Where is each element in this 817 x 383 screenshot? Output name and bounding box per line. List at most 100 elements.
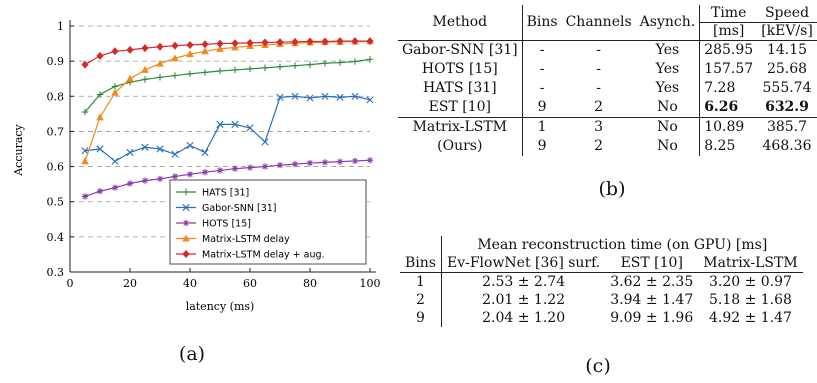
cell-speed: 25.68 — [766, 61, 808, 77]
series-gabor-snn-31- — [81, 92, 374, 165]
cell-bins: - — [521, 60, 562, 79]
header-bins: Bins — [521, 5, 562, 41]
cell-bins: 9 — [521, 98, 562, 118]
cell-async: No — [635, 117, 700, 137]
chart-legend: HATS [31] Gabor-SNN [31] HOTS [15] Matrix-L… — [169, 179, 367, 265]
legend-item: Gabor-SNN [31] — [176, 203, 277, 214]
table-row: Gabor-SNN [31] - - Yes 285.95 14.15 — [398, 40, 817, 60]
cell-async: No — [657, 99, 678, 115]
data-point — [291, 62, 299, 69]
data-point — [336, 37, 344, 46]
data-point — [321, 159, 329, 166]
data-point — [336, 93, 344, 101]
data-point — [111, 184, 119, 191]
series-matrix-lstm-delay-aug- — [81, 37, 374, 69]
data-point — [201, 148, 209, 157]
series-hats-31- — [81, 56, 374, 116]
data-point — [111, 47, 119, 56]
data-point — [96, 51, 104, 60]
data-point — [231, 66, 239, 74]
cell-bins: 1 — [521, 117, 562, 137]
table-header-row: Mean reconstruction time (on GPU) [ms] — [400, 236, 803, 254]
data-point — [216, 67, 224, 75]
data-point — [126, 45, 134, 54]
data-point — [276, 63, 284, 70]
data-point — [182, 188, 190, 196]
data-point — [96, 91, 104, 98]
accuracy-latency-chart: 0.3 0.4 0.5 0.6 0.7 0.8 0.9 1 0 20 40 60 80 100 HATS … — [12, 20, 381, 313]
series-line — [84, 95, 371, 163]
data-point — [351, 157, 359, 165]
data-point — [351, 92, 359, 100]
table-row: HOTS [15] - - Yes 157.57 25.68 — [398, 60, 817, 79]
cell-method: EST [10] — [428, 99, 491, 115]
legend-label: Matrix-LSTM delay + aug. — [202, 250, 325, 261]
legend-item: HOTS [15] — [176, 219, 251, 230]
cell-speed: 14.15 — [766, 42, 808, 58]
data-point — [216, 39, 224, 48]
header-method: Method — [432, 14, 488, 30]
y-tick-label: 0.8 — [47, 90, 65, 103]
data-point — [216, 44, 224, 52]
cell-method: Matrix-LSTM — [398, 117, 523, 137]
cell-matrix-lstm: 4.92 ± 1.47 — [708, 310, 792, 326]
cell-time: 285.95 — [699, 40, 758, 60]
cell-channels: - — [596, 80, 601, 96]
header-speed-unit: [kEV/s] — [761, 23, 813, 39]
cell-async: Yes — [655, 42, 680, 58]
series-matrix-lstm-delay — [81, 37, 374, 165]
data-point — [306, 37, 314, 46]
cell-matrix-lstm: 5.18 ± 1.68 — [708, 292, 792, 308]
data-point — [321, 92, 329, 100]
data-point — [366, 37, 374, 46]
table-row: EST [10] 9 2 No 6.26 632.9 — [398, 98, 817, 118]
data-point — [171, 72, 179, 79]
data-point — [96, 187, 104, 195]
data-point — [276, 38, 284, 47]
data-point — [182, 250, 190, 258]
data-point — [261, 163, 269, 170]
cell-est: 9.09 ± 1.96 — [610, 310, 694, 326]
header-evflownet: Ev-FlowNet [36] surf. — [440, 254, 606, 273]
legend-label: HATS [31] — [202, 188, 249, 199]
chart-grid — [70, 25, 370, 238]
cell-bins: 2 — [416, 292, 425, 308]
table-row: 9 2.04 ± 1.20 9.09 ± 1.96 4.92 ± 1.47 — [400, 309, 803, 327]
table-row: 2 2.01 ± 1.22 3.94 ± 1.47 5.18 ± 1.68 — [400, 291, 803, 309]
table-row: HATS [31] - - Yes 7.28 555.74 — [398, 79, 817, 98]
table-header-row: Method Bins Channels Asynch. Time Speed — [398, 5, 817, 41]
legend-item: Matrix-LSTM delay — [176, 234, 290, 245]
x-tick-label: 100 — [360, 277, 381, 290]
data-point — [276, 161, 284, 169]
data-point — [261, 64, 269, 72]
y-tick-label: 0.7 — [47, 125, 65, 138]
data-point — [246, 124, 254, 132]
cell-est: 3.62 ± 2.35 — [610, 274, 694, 290]
header-est: EST [10] — [620, 255, 683, 271]
cell-method: (Ours) — [437, 138, 483, 154]
legend-item: Matrix-LSTM delay + aug. — [176, 250, 325, 261]
data-point — [141, 177, 149, 184]
data-point — [321, 37, 329, 46]
cell-bins: - — [521, 40, 562, 60]
y-tick-label: 0.5 — [47, 196, 65, 209]
y-tick-label: 0.6 — [47, 161, 65, 174]
cell-channels: - — [596, 42, 601, 58]
data-point — [141, 44, 149, 53]
data-point — [366, 157, 374, 164]
y-tick-label: 1 — [57, 20, 64, 33]
data-point — [186, 70, 194, 77]
header-bins: Bins — [405, 255, 436, 271]
cell-async: Yes — [655, 61, 680, 77]
data-point — [186, 40, 194, 49]
data-point — [111, 83, 119, 90]
table-header-row: Bins Ev-FlowNet [36] surf. EST [10] Matr… — [400, 254, 803, 273]
data-point — [261, 38, 269, 47]
cell-evflownet: 2.53 ± 2.74 — [440, 272, 606, 291]
cell-speed: 555.74 — [762, 80, 812, 96]
data-point — [201, 69, 209, 76]
data-point — [201, 168, 209, 176]
cell-time: 8.25 — [699, 137, 758, 156]
data-point — [186, 141, 194, 150]
y-tick-label: 0.4 — [47, 231, 65, 244]
